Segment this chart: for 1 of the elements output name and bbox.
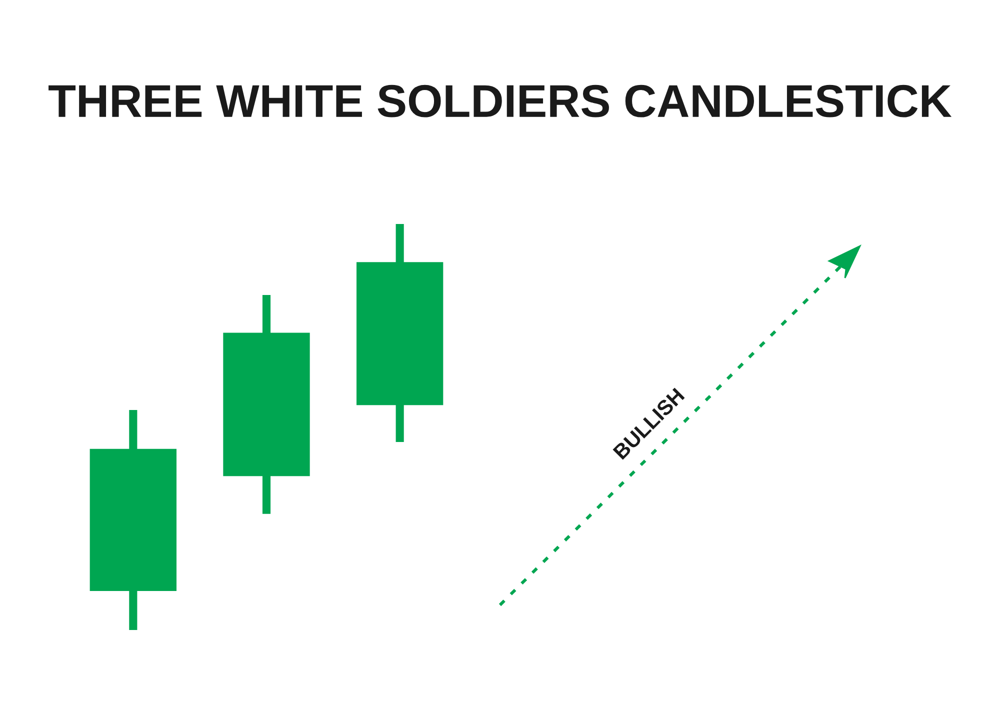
chart-title: THREE WHITE SOLDIERS CANDLESTICK (48, 84, 952, 118)
